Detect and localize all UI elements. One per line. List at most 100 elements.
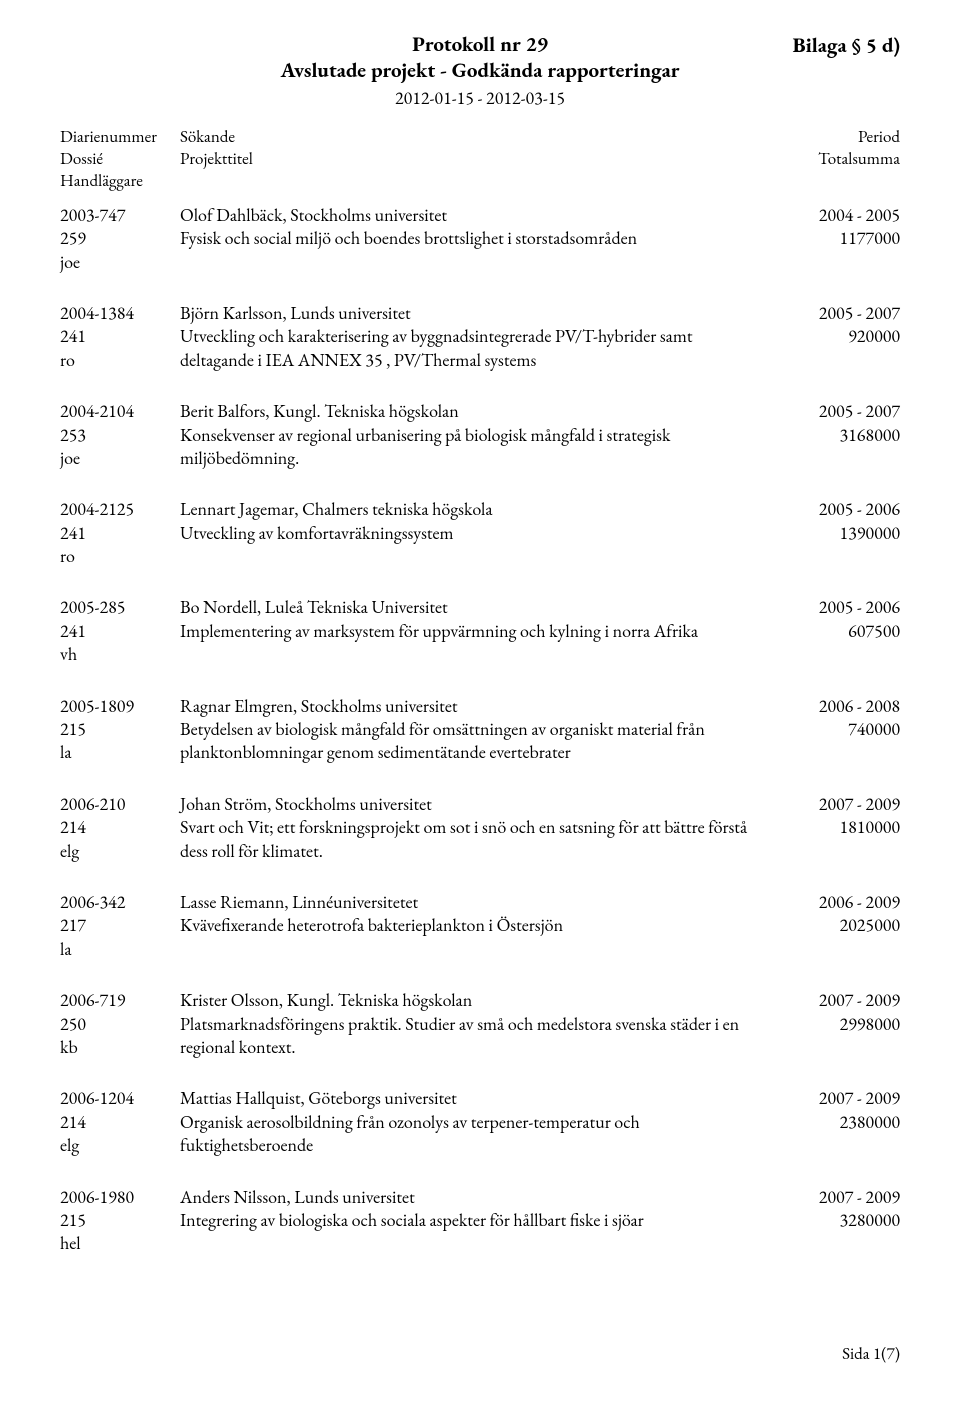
entry-dossie: 253: [60, 424, 180, 447]
entry-diarienummer: 2004-2125: [60, 498, 180, 521]
entry-totalsumma: 740000: [780, 718, 900, 741]
entry-dossie: 241: [60, 620, 180, 643]
entry-handlaggare: vh: [60, 643, 180, 666]
col-header-sokande: Sökande: [180, 126, 780, 148]
entry-handlaggare: hel: [60, 1232, 180, 1255]
entry-dossie: 215: [60, 1209, 180, 1232]
entry-totalsumma: 2380000: [780, 1111, 900, 1134]
entry-dossie: 214: [60, 816, 180, 839]
page: Bilaga § 5 d) Protokoll nr 29 Avslutade …: [0, 0, 960, 1405]
entry-left: 2005-1809215la: [60, 695, 180, 765]
entry-projekttitel: Svart och Vit; ett forskningsprojekt om …: [180, 816, 750, 863]
entry-right: 2005 - 20061390000: [780, 498, 900, 568]
entry-period: 2005 - 2006: [780, 498, 900, 521]
entry-handlaggare: ro: [60, 349, 180, 372]
entry-handlaggare: elg: [60, 840, 180, 863]
entry-period: 2007 - 2009: [780, 1087, 900, 1110]
entry-handlaggare: joe: [60, 447, 180, 470]
entry-sokande: Berit Balfors, Kungl. Tekniska högskolan: [180, 400, 750, 423]
document-title: Protokoll nr 29: [60, 32, 900, 58]
col-header-totalsumma: Totalsumma: [780, 148, 900, 170]
entry-row: 2004-2104253joeBerit Balfors, Kungl. Tek…: [60, 400, 900, 470]
entry-left: 2004-1384241ro: [60, 302, 180, 372]
entry-row: 2006-719250kbKrister Olsson, Kungl. Tekn…: [60, 989, 900, 1059]
column-headers: Diarienummer Sökande Period Dossié Proje…: [60, 126, 900, 192]
entry-period: 2006 - 2008: [780, 695, 900, 718]
entry-right: 2004 - 20051177000: [780, 204, 900, 274]
entry-left: 2003-747259joe: [60, 204, 180, 274]
entry-sokande: Olof Dahlbäck, Stockholms universitet: [180, 204, 750, 227]
entry-left: 2006-719250kb: [60, 989, 180, 1059]
entry-left: 2006-1204214elg: [60, 1087, 180, 1157]
entry-handlaggare: elg: [60, 1134, 180, 1157]
entry-right: 2005 - 2007920000: [780, 302, 900, 372]
entry-row: 2006-1980215helAnders Nilsson, Lunds uni…: [60, 1186, 900, 1256]
entry-mid: Lasse Riemann, LinnéuniversitetetKvävefi…: [180, 891, 780, 961]
entry-mid: Ragnar Elmgren, Stockholms universitetBe…: [180, 695, 780, 765]
entry-dossie: 241: [60, 522, 180, 545]
entry-projekttitel: Integrering av biologiska och sociala as…: [180, 1209, 750, 1232]
entry-right: 2007 - 20091810000: [780, 793, 900, 863]
entry-sokande: Björn Karlsson, Lunds universitet: [180, 302, 750, 325]
entry-diarienummer: 2006-342: [60, 891, 180, 914]
entry-right: 2005 - 2006607500: [780, 596, 900, 666]
entry-period: 2005 - 2007: [780, 400, 900, 423]
entry-sokande: Anders Nilsson, Lunds universitet: [180, 1186, 750, 1209]
entry-totalsumma: 1390000: [780, 522, 900, 545]
entry-right: 2006 - 20092025000: [780, 891, 900, 961]
entry-dossie: 217: [60, 914, 180, 937]
entry-mid: Bo Nordell, Luleå Tekniska UniversitetIm…: [180, 596, 780, 666]
entry-right: 2007 - 20092380000: [780, 1087, 900, 1157]
entry-diarienummer: 2006-1204: [60, 1087, 180, 1110]
entry-mid: Mattias Hallquist, Göteborgs universitet…: [180, 1087, 780, 1157]
entry-handlaggare: la: [60, 938, 180, 961]
entry-sokande: Lasse Riemann, Linnéuniversitetet: [180, 891, 750, 914]
entry-right: 2006 - 2008740000: [780, 695, 900, 765]
entry-projekttitel: Utveckling och karakterisering av byggna…: [180, 325, 750, 372]
entry-dossie: 241: [60, 325, 180, 348]
entry-diarienummer: 2006-210: [60, 793, 180, 816]
col-header-handlaggare: Handläggare: [60, 170, 180, 192]
entry-period: 2005 - 2006: [780, 596, 900, 619]
entry-sokande: Mattias Hallquist, Göteborgs universitet: [180, 1087, 750, 1110]
entry-handlaggare: joe: [60, 251, 180, 274]
entry-left: 2004-2125241ro: [60, 498, 180, 568]
entry-dossie: 250: [60, 1013, 180, 1036]
entry-left: 2005-285241vh: [60, 596, 180, 666]
col-header-projekttitel: Projekttitel: [180, 148, 780, 170]
entry-totalsumma: 3280000: [780, 1209, 900, 1232]
entry-right: 2007 - 20092998000: [780, 989, 900, 1059]
entry-projekttitel: Kvävefixerande heterotrofa bakterieplank…: [180, 914, 750, 937]
document-subtitle: Avslutade projekt - Godkända rapporterin…: [60, 58, 900, 84]
entry-projekttitel: Utveckling av komfortavräkningssystem: [180, 522, 750, 545]
document-date-range: 2012-01-15 - 2012-03-15: [60, 87, 900, 110]
col-header-diarienummer: Diarienummer: [60, 126, 180, 148]
entry-totalsumma: 1177000: [780, 227, 900, 250]
entry-diarienummer: 2005-1809: [60, 695, 180, 718]
entry-mid: Anders Nilsson, Lunds universitetIntegre…: [180, 1186, 780, 1256]
entry-sokande: Krister Olsson, Kungl. Tekniska högskola…: [180, 989, 750, 1012]
entry-projekttitel: Betydelsen av biologisk mångfald för oms…: [180, 718, 750, 765]
entry-totalsumma: 2025000: [780, 914, 900, 937]
entry-mid: Lennart Jagemar, Chalmers tekniska högsk…: [180, 498, 780, 568]
entry-totalsumma: 2998000: [780, 1013, 900, 1036]
entry-left: 2006-342217la: [60, 891, 180, 961]
entry-right: 2007 - 20093280000: [780, 1186, 900, 1256]
entry-left: 2006-210214elg: [60, 793, 180, 863]
bilaga-label: Bilaga § 5 d): [792, 32, 900, 59]
entry-sokande: Johan Ström, Stockholms universitet: [180, 793, 750, 816]
entry-handlaggare: ro: [60, 545, 180, 568]
entry-sokande: Lennart Jagemar, Chalmers tekniska högsk…: [180, 498, 750, 521]
entry-period: 2007 - 2009: [780, 1186, 900, 1209]
entry-mid: Björn Karlsson, Lunds universitetUtveckl…: [180, 302, 780, 372]
col-header-period: Period: [780, 126, 900, 148]
entry-mid: Olof Dahlbäck, Stockholms universitetFys…: [180, 204, 780, 274]
entry-sokande: Bo Nordell, Luleå Tekniska Universitet: [180, 596, 750, 619]
entry-left: 2004-2104253joe: [60, 400, 180, 470]
entry-row: 2004-1384241roBjörn Karlsson, Lunds univ…: [60, 302, 900, 372]
entry-totalsumma: 607500: [780, 620, 900, 643]
entry-row: 2005-285241vhBo Nordell, Luleå Tekniska …: [60, 596, 900, 666]
entry-mid: Johan Ström, Stockholms universitetSvart…: [180, 793, 780, 863]
entry-handlaggare: la: [60, 741, 180, 764]
entry-sokande: Ragnar Elmgren, Stockholms universitet: [180, 695, 750, 718]
